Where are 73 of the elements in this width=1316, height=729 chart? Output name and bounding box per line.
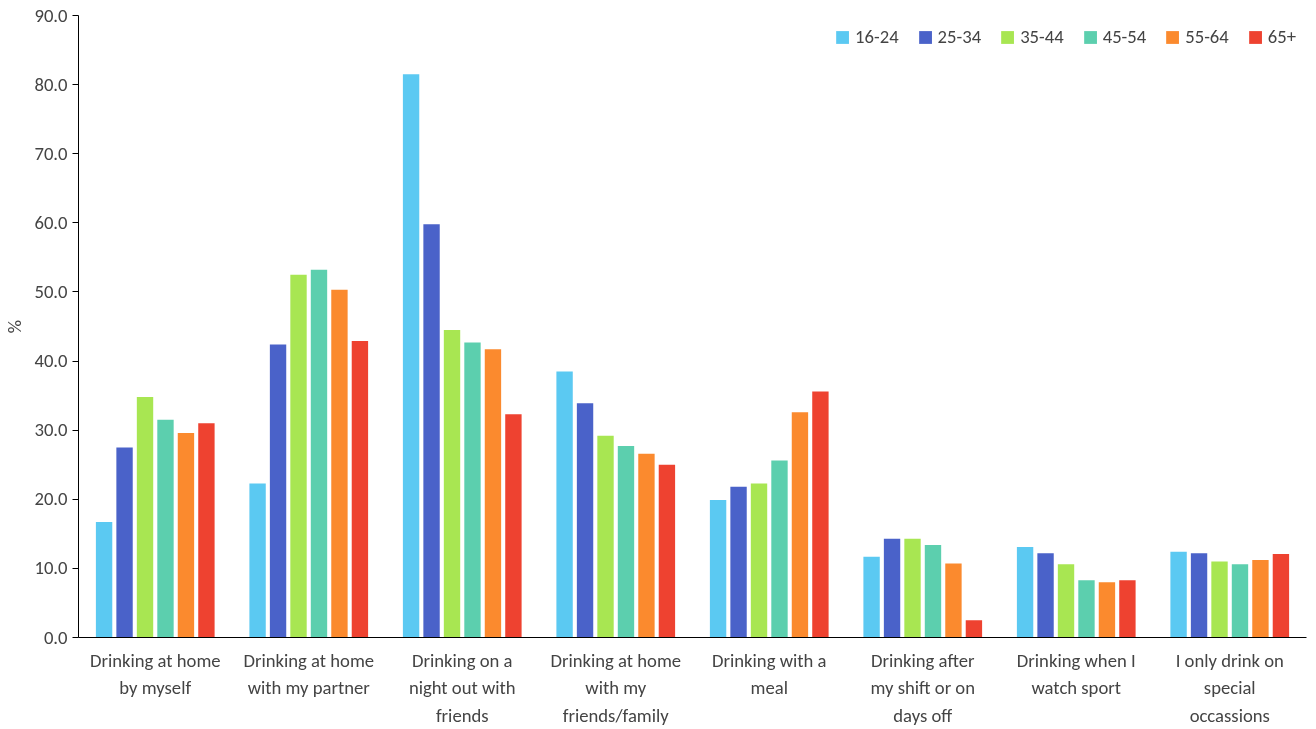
y-tick-label: 90.0 [34, 3, 68, 27]
bar [1231, 564, 1249, 638]
bar [576, 403, 594, 638]
bar [177, 432, 195, 638]
y-tick-label: 50.0 [34, 279, 68, 303]
bar [883, 538, 901, 638]
bar [464, 342, 481, 638]
bar [863, 556, 880, 638]
bar [249, 483, 266, 638]
bar [1211, 561, 1228, 638]
bar [1078, 580, 1095, 638]
bar [443, 329, 461, 638]
y-tick-label: 60.0 [34, 210, 68, 234]
bar [1170, 551, 1187, 638]
bar [198, 423, 215, 638]
bar [791, 412, 809, 638]
legend-label: 16-24 [855, 25, 899, 48]
legend-label: 35-44 [1020, 25, 1064, 48]
x-tick-label: Drinking at home by myself [89, 648, 221, 700]
bar [157, 419, 174, 638]
bar [597, 435, 614, 638]
bar [556, 371, 573, 638]
y-tick-label: 70.0 [34, 141, 68, 165]
bar [1057, 564, 1075, 638]
bar [290, 274, 307, 638]
y-tick-label: 30.0 [34, 418, 68, 442]
bar [638, 453, 655, 638]
bar [331, 289, 348, 638]
legend-label: 25-34 [937, 25, 982, 48]
bar [709, 499, 727, 638]
y-tick-label: 80.0 [34, 72, 68, 96]
bar [771, 460, 788, 638]
x-tick-label: Drinking on a night out with friends [408, 648, 516, 727]
bar [1037, 553, 1054, 638]
bar [423, 224, 440, 638]
bar [730, 486, 747, 638]
y-tick-label: 10.0 [34, 556, 68, 580]
bar [617, 446, 635, 638]
bar [116, 447, 133, 638]
bar [136, 396, 154, 638]
y-tick-label: 20.0 [34, 487, 68, 511]
legend-label: 45-54 [1102, 25, 1147, 48]
bar [505, 414, 522, 638]
bar [904, 538, 921, 638]
x-tick-label: Drinking with a meal [712, 648, 827, 700]
x-tick-label: Drinking after my shift or on days off [870, 648, 976, 727]
x-tick-label: I only drink on special occassions [1175, 648, 1284, 727]
bar [269, 344, 287, 638]
legend-label: 65+ [1267, 25, 1296, 48]
bar [1119, 580, 1136, 638]
x-tick-label: Drinking at home with my partner [243, 648, 375, 700]
bar [1252, 560, 1269, 638]
x-tick-label: Drinking when I watch sport [1016, 648, 1136, 700]
bar [945, 563, 962, 638]
bar [484, 349, 502, 638]
y-tick-label: 40.0 [34, 349, 68, 373]
bar [924, 544, 942, 638]
bar [1098, 582, 1116, 638]
bar [1190, 553, 1208, 638]
bar [1272, 553, 1290, 638]
bar [812, 391, 829, 638]
bar [750, 483, 768, 638]
bar [402, 74, 420, 638]
bar [658, 464, 676, 638]
y-axis-title: % [3, 319, 27, 334]
bar [310, 269, 328, 638]
bar [965, 620, 983, 638]
bar [1016, 546, 1034, 638]
x-tick-label: Drinking at home with my friends/family [550, 648, 682, 727]
bar [95, 522, 113, 638]
legend-label: 55-64 [1185, 25, 1229, 48]
y-tick-label: 0.0 [43, 625, 68, 649]
bar [351, 341, 369, 638]
